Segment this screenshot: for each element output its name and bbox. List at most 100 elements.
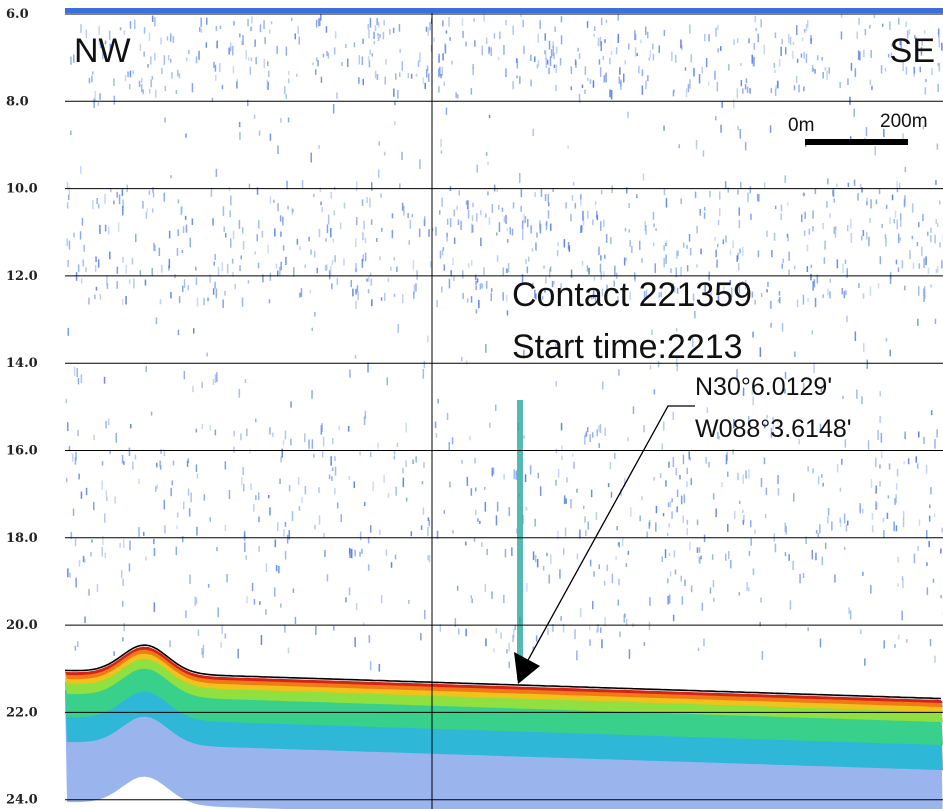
echo-speck: [428, 555, 431, 563]
echo-speck: [704, 33, 706, 42]
echo-speck: [545, 276, 547, 284]
echo-speck: [589, 79, 592, 84]
echo-speck: [80, 491, 83, 499]
echo-speck: [754, 299, 756, 305]
echo-speck: [300, 288, 303, 297]
echo-speck: [495, 404, 497, 411]
echo-speck: [896, 468, 899, 477]
echo-speck: [495, 515, 498, 526]
echo-speck: [799, 573, 801, 584]
echo-speck: [358, 77, 360, 84]
echo-speck: [88, 297, 90, 305]
echo-speck: [284, 624, 286, 633]
echo-speck: [900, 219, 902, 227]
echo-speck: [332, 238, 335, 243]
echo-speck: [493, 184, 496, 192]
echo-speck: [505, 215, 507, 224]
echo-speck: [367, 362, 369, 373]
echo-speck: [284, 521, 287, 527]
echo-speck: [696, 264, 698, 268]
echo-speck: [603, 75, 605, 83]
echo-speck: [811, 549, 813, 560]
echo-speck: [228, 490, 231, 499]
echo-speck: [803, 230, 806, 236]
echo-speck: [180, 206, 182, 216]
echo-speck: [369, 49, 371, 55]
echo-speck: [159, 299, 162, 305]
echo-speck: [655, 505, 658, 514]
echo-speck: [93, 434, 95, 440]
echo-speck: [422, 369, 425, 379]
echo-speck: [834, 226, 837, 231]
echo-speck: [168, 230, 171, 239]
echo-speck: [364, 237, 367, 244]
echo-speck: [603, 580, 606, 586]
echo-speck: [839, 82, 841, 89]
echo-speck: [611, 185, 613, 194]
echo-speck: [752, 568, 755, 576]
echo-speck: [104, 552, 106, 559]
echo-speck: [663, 188, 666, 196]
echo-speck: [936, 429, 938, 438]
echo-speck: [487, 191, 489, 196]
echo-speck: [897, 556, 899, 563]
echo-speck: [309, 290, 312, 294]
echo-speck: [652, 211, 655, 220]
echo-speck: [431, 227, 434, 232]
echo-speck: [555, 381, 557, 387]
echo-speck: [240, 433, 242, 441]
echo-speck: [128, 279, 131, 285]
echo-speck: [216, 547, 218, 552]
echo-speck: [74, 457, 77, 465]
echo-speck: [341, 62, 343, 66]
echo-speck: [889, 349, 891, 357]
echo-speck: [461, 460, 463, 464]
echo-speck: [92, 199, 94, 210]
echo-speck: [472, 67, 474, 76]
depth-label: 16.0: [6, 444, 38, 459]
echo-speck: [358, 55, 360, 65]
echo-speck: [793, 85, 796, 91]
echo-speck: [215, 74, 217, 81]
echo-speck: [351, 548, 353, 559]
echo-speck: [359, 531, 362, 541]
echo-speck: [450, 270, 452, 277]
echo-speck: [487, 161, 489, 166]
echo-speck: [807, 627, 809, 632]
echo-speck: [181, 250, 184, 253]
echo-speck: [576, 650, 578, 661]
echo-speck: [76, 367, 78, 378]
echo-speck: [548, 574, 550, 584]
echo-speck: [844, 259, 847, 265]
echo-speck: [772, 421, 775, 431]
echo-speck: [689, 24, 691, 34]
echo-speck: [824, 66, 827, 71]
echo-speck: [863, 49, 865, 58]
echo-speck: [810, 273, 812, 281]
echo-speck: [505, 68, 507, 77]
echo-speck: [458, 190, 460, 196]
echo-speck: [488, 217, 491, 225]
echo-speck: [367, 56, 370, 61]
echo-speck: [780, 204, 783, 212]
echo-speck: [748, 468, 750, 479]
echo-speck: [479, 283, 481, 290]
echo-speck: [364, 252, 367, 262]
echo-speck: [473, 538, 476, 542]
echo-speck: [263, 20, 265, 30]
echo-speck: [895, 525, 898, 532]
echo-speck: [259, 24, 262, 33]
echo-speck: [287, 205, 289, 210]
echo-speck: [441, 249, 444, 256]
echo-speck: [609, 57, 611, 65]
echo-speck: [367, 289, 370, 294]
echo-speck: [378, 169, 380, 178]
echo-speck: [822, 72, 824, 79]
echo-speck: [729, 280, 732, 285]
echo-speck: [280, 118, 282, 123]
echo-speck: [801, 37, 804, 42]
echo-speck: [581, 226, 584, 231]
echo-speck: [283, 529, 285, 537]
echo-speck: [668, 523, 670, 528]
echo-speck: [585, 530, 587, 536]
